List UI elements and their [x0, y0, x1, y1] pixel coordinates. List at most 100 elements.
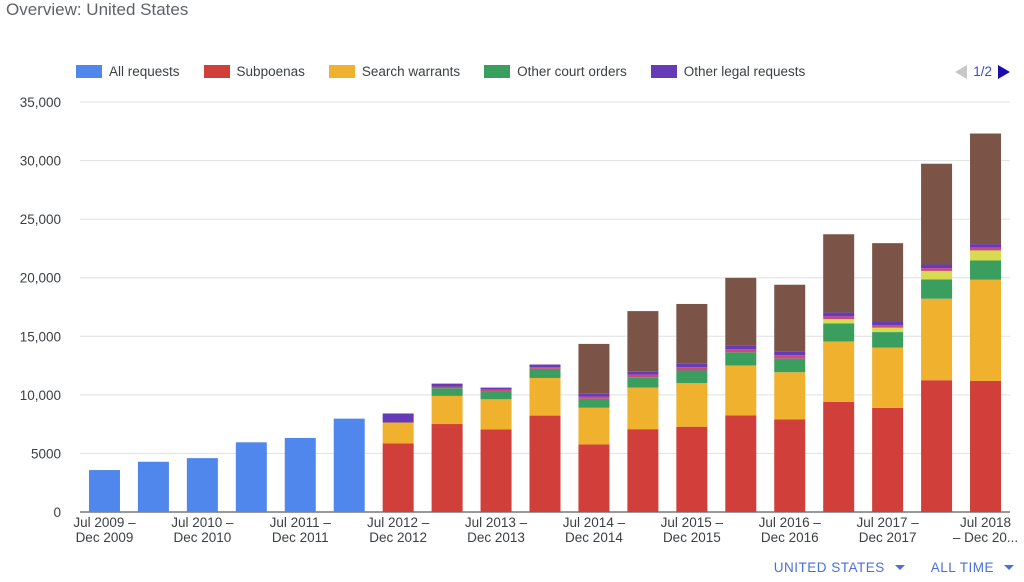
- bar-segment: [627, 374, 659, 378]
- bar-segment: [382, 422, 414, 444]
- x-tick-label: Jul 2016 –: [759, 515, 822, 530]
- previous-page-icon[interactable]: [955, 64, 968, 79]
- legend-swatch: [650, 65, 677, 78]
- bar-segment: [872, 347, 904, 408]
- bar-segment: [872, 243, 904, 322]
- bar-segment: [872, 321, 904, 326]
- bar-segment: [921, 268, 953, 271]
- x-tick-label: Jul 2014 –: [563, 515, 626, 530]
- legend-item[interactable]: Other legal requests: [650, 64, 806, 79]
- bar-segment: [578, 396, 610, 399]
- bar-segment: [823, 323, 855, 342]
- legend-item[interactable]: Search warrants: [328, 64, 461, 79]
- bar-segment: [774, 284, 806, 352]
- legend-label: Other legal requests: [683, 64, 806, 79]
- bar-segment: [88, 470, 120, 512]
- bar-segment: [823, 341, 855, 402]
- bar-segment: [480, 389, 512, 392]
- bar-segment: [431, 386, 463, 389]
- bar-segment: [725, 352, 757, 366]
- x-tick-label: Dec 2010: [173, 530, 231, 545]
- x-tick-label: Dec 2011: [272, 530, 329, 545]
- legend-swatch: [76, 65, 102, 78]
- bar-segment: [627, 371, 659, 375]
- x-tick-label: Dec 2015: [663, 530, 721, 545]
- bar-segment: [235, 442, 267, 512]
- y-tick-label: 10,000: [20, 388, 61, 403]
- chevron-down-icon: [894, 565, 905, 570]
- bar-segment: [627, 387, 659, 430]
- legend-label: Subpoenas: [236, 64, 305, 79]
- bar-segment: [970, 247, 1002, 251]
- bar-segment: [431, 383, 463, 387]
- bar-segment: [382, 443, 414, 512]
- bar-segment: [480, 399, 512, 430]
- bar-segment: [186, 458, 218, 512]
- period-dropdown[interactable]: ALL TIME: [931, 560, 1014, 575]
- y-tick-label: 20,000: [20, 271, 61, 286]
- legend-item[interactable]: Other court orders: [484, 64, 627, 79]
- x-tick-label: Jul 2011 –: [270, 515, 332, 530]
- legend-item[interactable]: Subpoenas: [203, 64, 305, 79]
- legend-swatch: [203, 65, 230, 78]
- bar-segment: [529, 367, 561, 369]
- bar-segment: [823, 234, 855, 313]
- chart-filters: UNITED STATES ALL TIME: [748, 560, 1014, 575]
- bar-segment: [725, 365, 757, 416]
- bar-segment: [725, 345, 757, 350]
- bar-segment: [970, 250, 1002, 261]
- bar-segment: [627, 377, 659, 388]
- bar-segment: [676, 303, 708, 364]
- x-tick-label: Jul 2010 –: [171, 515, 234, 530]
- y-tick-label: 0: [53, 505, 61, 520]
- bar-segment: [529, 368, 561, 378]
- legend-label: All requests: [109, 64, 180, 79]
- bar-segment: [970, 133, 1002, 245]
- bar-segment: [480, 391, 512, 400]
- legend-swatch: [484, 65, 511, 78]
- x-tick-label: Dec 2017: [859, 530, 917, 545]
- bar-segment: [431, 424, 463, 512]
- next-page-icon[interactable]: [998, 64, 1010, 79]
- x-tick-label: Jul 2017 –: [856, 515, 919, 530]
- bar-segment: [578, 444, 610, 512]
- bar-segment: [725, 349, 757, 353]
- country-dropdown-label: UNITED STATES: [773, 560, 885, 575]
- bar-segment: [676, 367, 708, 371]
- bar-segment: [921, 298, 953, 381]
- bar-segment: [970, 380, 1002, 512]
- chevron-down-icon: [1004, 565, 1014, 570]
- legend-item[interactable]: All requests: [76, 64, 180, 79]
- bar-segment: [431, 388, 463, 396]
- x-tick-label: Dec 2014: [565, 530, 623, 545]
- bar-segment: [137, 461, 169, 512]
- bar-segment: [725, 277, 757, 346]
- bar-segment: [725, 415, 757, 512]
- bar-segment: [774, 355, 806, 359]
- bar-segment: [627, 429, 659, 512]
- bar-segment: [529, 415, 561, 512]
- bar-segment: [872, 327, 904, 333]
- legend-swatch: [328, 65, 355, 78]
- x-tick-label: Dec 2013: [467, 530, 525, 545]
- chart-legend: All requests Subpoenas Search warrants Othe…: [76, 64, 829, 79]
- bar-segment: [970, 279, 1002, 381]
- legend-page-indicator: 1/2: [973, 64, 992, 79]
- country-dropdown[interactable]: UNITED STATES: [774, 560, 905, 575]
- bar-segment: [921, 163, 953, 265]
- bar-segment: [676, 383, 708, 427]
- y-tick-label: 35,000: [20, 95, 61, 110]
- y-tick-label: 30,000: [20, 154, 61, 169]
- x-tick-label: Jul 2018: [960, 515, 1011, 530]
- bar-segment: [921, 279, 953, 299]
- bar-segment: [921, 264, 953, 269]
- legend-label: Search warrants: [361, 64, 461, 79]
- y-tick-label: 5000: [31, 446, 61, 461]
- legend-pager: 1/2: [955, 64, 1010, 79]
- y-tick-label: 15,000: [20, 329, 61, 344]
- bar-segment: [872, 325, 904, 328]
- y-tick-label: 25,000: [20, 212, 61, 227]
- bar-segment: [823, 401, 855, 512]
- bar-segment: [970, 260, 1002, 280]
